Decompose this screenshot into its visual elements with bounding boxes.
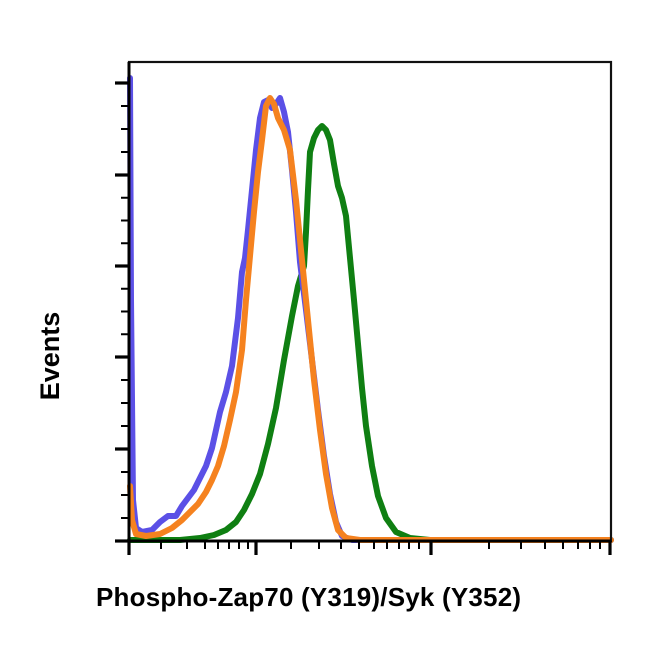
isotype-orange-curve (127, 95, 614, 543)
treated-green-curve (127, 123, 614, 543)
y-axis-label: Events (35, 311, 65, 401)
x-axis-ticks (127, 541, 612, 555)
y-axis-ticks (115, 81, 129, 543)
x-axis-label: Phospho-Zap70 (Y319)/Syk (Y352) (96, 582, 522, 612)
histogram-curves (127, 75, 614, 543)
plot-frame (127, 60, 613, 543)
